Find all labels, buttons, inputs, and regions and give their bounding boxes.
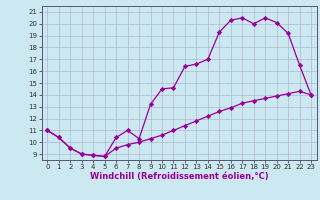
X-axis label: Windchill (Refroidissement éolien,°C): Windchill (Refroidissement éolien,°C) xyxy=(90,172,268,181)
